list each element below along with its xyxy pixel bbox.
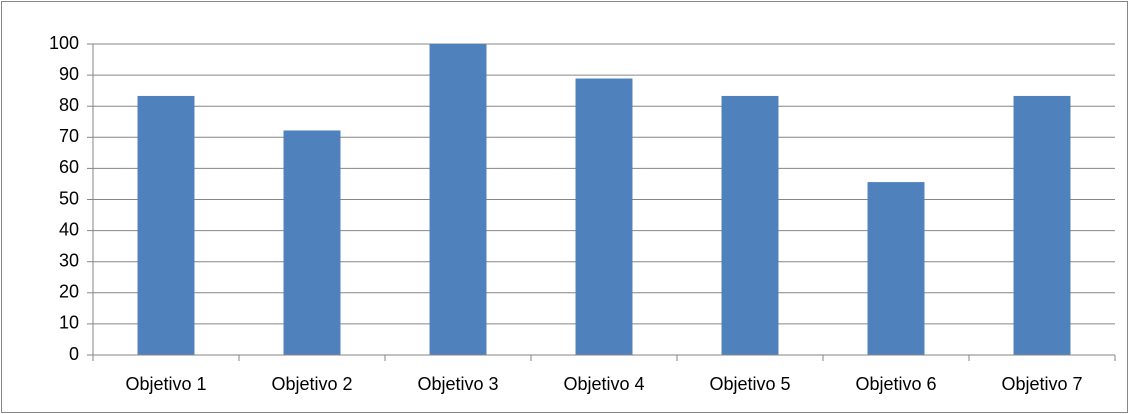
- x-tick-label: Objetivo 1: [125, 374, 206, 394]
- x-tick-label: Objetivo 5: [709, 374, 790, 394]
- y-tick-label: 30: [59, 250, 79, 270]
- y-tick-label: 90: [59, 64, 79, 84]
- y-tick-label: 10: [59, 313, 79, 333]
- y-tick-label: 60: [59, 157, 79, 177]
- y-tick-label: 20: [59, 282, 79, 302]
- bar: [429, 44, 487, 355]
- x-tick-label: Objetivo 6: [855, 374, 936, 394]
- x-tick-label: Objetivo 4: [563, 374, 644, 394]
- y-tick-label: 50: [59, 188, 79, 208]
- x-tick-label: Objetivo 2: [271, 374, 352, 394]
- bar: [137, 95, 195, 355]
- bar: [283, 130, 341, 355]
- y-tick-label: 100: [49, 33, 79, 53]
- y-tick-label: 40: [59, 219, 79, 239]
- x-tick-label: Objetivo 7: [1001, 374, 1082, 394]
- y-tick-label: 80: [59, 95, 79, 115]
- bar: [721, 95, 779, 355]
- bar: [1013, 95, 1071, 355]
- y-tick-label: 70: [59, 126, 79, 146]
- y-tick-label: 0: [69, 344, 79, 364]
- x-tick-label: Objetivo 3: [417, 374, 498, 394]
- bar: [867, 182, 925, 355]
- bar: [575, 78, 633, 356]
